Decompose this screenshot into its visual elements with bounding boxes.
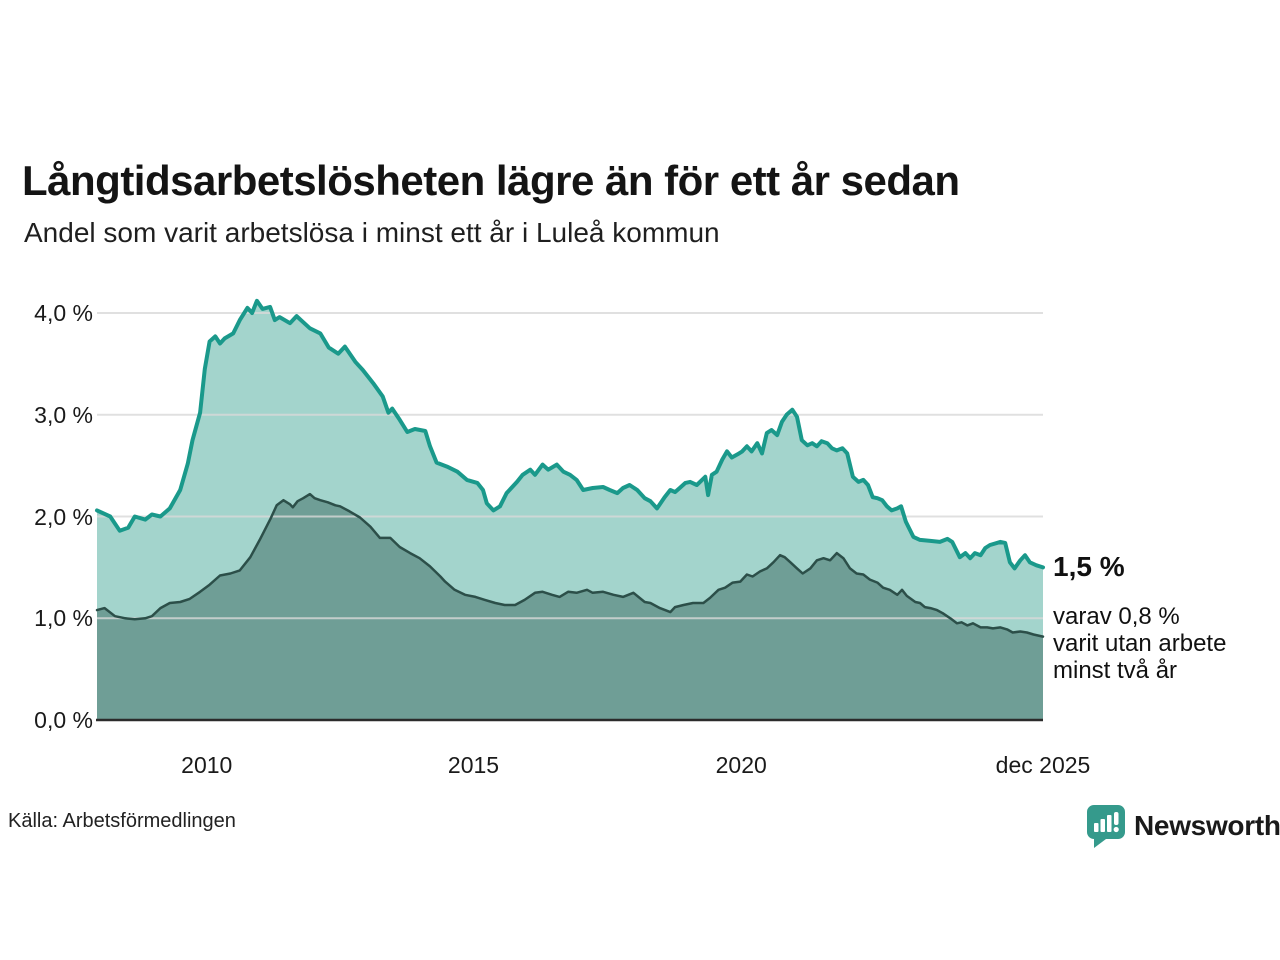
source-credit: Källa: Arbetsförmedlingen (8, 810, 236, 832)
y-tick-label: 3,0 % (34, 401, 93, 428)
annotation-line: minst två år (1053, 657, 1178, 684)
newsworthy-brand: Newsworthy (1086, 804, 1280, 848)
latest-value-annotation: 1,5 % (1053, 551, 1125, 582)
x-tick-label: 2010 (181, 752, 233, 778)
annotation-line: varit utan arbete (1053, 630, 1227, 657)
chart-subtitle: Andel som varit arbetslösa i minst ett å… (24, 217, 720, 248)
y-tick-label: 4,0 % (34, 300, 93, 326)
chart-title: Långtidsarbetslösheten lägre än för ett … (22, 157, 960, 205)
area-fill-series-2 (97, 494, 1043, 720)
y-tick-label: 0,0 % (34, 707, 93, 733)
y-tick-label: 1,0 % (34, 605, 93, 632)
newsworthy-wordmark: Newsworthy (1134, 810, 1280, 841)
newsworthy-logo-icon (1087, 805, 1125, 848)
line-series-2 (95, 492, 1045, 638)
x-tick-label: 2020 (715, 752, 767, 778)
annotation-line: varav 0,8 % (1053, 603, 1180, 630)
x-tick-label: 2015 (447, 752, 500, 778)
y-tick-label: 2,0 % (34, 503, 93, 530)
line-series-1 (95, 298, 1045, 571)
x-tick-label: dec 2025 (995, 752, 1091, 778)
annotation-detail: varav 0,8 % varit utan arbete minst två … (1053, 603, 1226, 684)
